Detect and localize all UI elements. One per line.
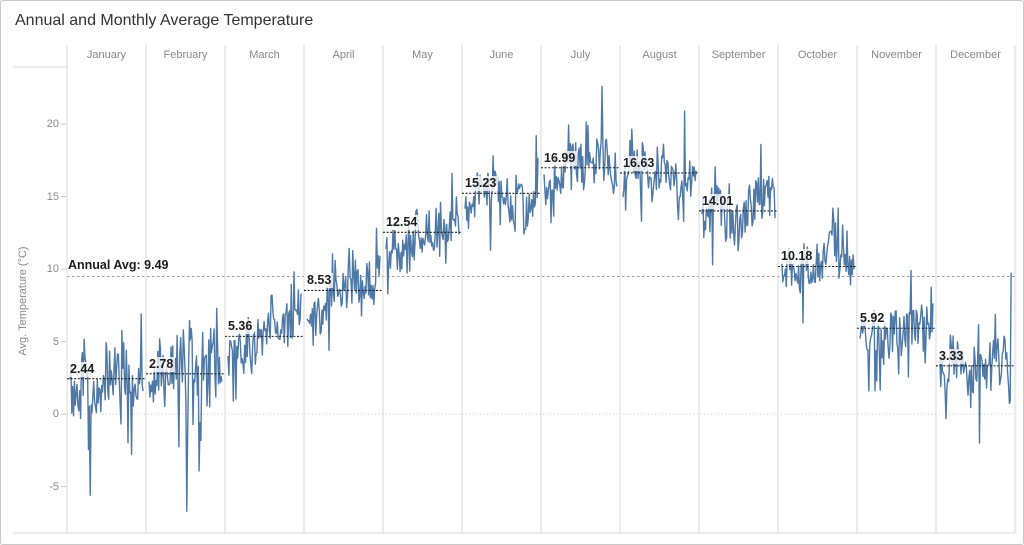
temperature-series-june[interactable] <box>464 134 539 252</box>
month-header-september: September <box>711 49 766 61</box>
y-tick-label: 15 <box>46 190 59 203</box>
annual-avg-label: Annual Avg: 9.49 <box>68 258 169 274</box>
month-avg-label-october: 10.18 <box>779 249 815 265</box>
month-avg-label-june: 15.23 <box>463 176 499 192</box>
month-header-july: July <box>570 49 591 61</box>
temperature-series-may[interactable] <box>385 172 460 295</box>
y-tick-label: 20 <box>46 118 59 131</box>
month-avg-label-december: 3.33 <box>937 348 966 364</box>
month-header-august: August <box>642 49 677 61</box>
temperature-series-december[interactable] <box>938 272 1012 444</box>
month-avg-label-may: 12.54 <box>384 215 420 231</box>
temperature-series-november[interactable] <box>859 269 934 392</box>
month-avg-label-august: 16.63 <box>621 155 657 171</box>
y-tick-label: 10 <box>46 263 59 276</box>
month-header-october: October <box>797 49 838 61</box>
temperature-series-october[interactable] <box>780 207 855 324</box>
temperature-series-january[interactable] <box>69 313 144 496</box>
temperature-series-august[interactable] <box>622 110 697 223</box>
month-header-november: November <box>871 49 922 61</box>
month-avg-label-september: 14.01 <box>700 193 736 209</box>
month-avg-label-march: 5.36 <box>226 319 255 335</box>
chart-title: Annual and Monthly Average Temperature <box>15 12 314 29</box>
month-avg-label-july: 16.99 <box>542 150 578 166</box>
temperature-series-july[interactable] <box>543 85 618 224</box>
month-header-march: March <box>249 49 280 61</box>
month-header-may: May <box>412 49 433 61</box>
month-avg-label-january: 2.44 <box>68 361 97 377</box>
month-avg-label-april: 8.53 <box>305 273 334 289</box>
month-header-january: January <box>86 49 127 61</box>
temperature-series-february[interactable] <box>148 307 223 512</box>
temperature-series-april[interactable] <box>306 227 381 351</box>
month-header-december: December <box>950 49 1001 61</box>
month-header-june: June <box>489 49 514 61</box>
month-avg-label-november: 5.92 <box>858 311 887 327</box>
month-avg-label-february: 2.78 <box>147 356 176 372</box>
temperature-series-march[interactable] <box>227 271 302 402</box>
y-tick-label: 0 <box>52 408 59 421</box>
y-tick-label: -5 <box>49 480 59 493</box>
month-header-april: April <box>332 49 355 61</box>
month-header-february: February <box>163 49 208 61</box>
y-tick-label: 5 <box>52 335 59 348</box>
